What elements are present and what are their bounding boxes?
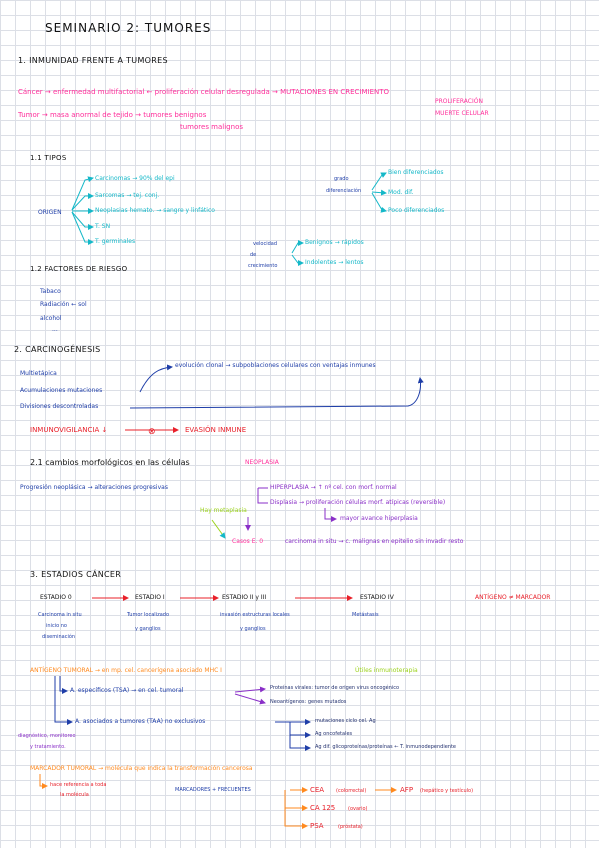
section-2-heading: 2. CARCINOGÉNESIS (14, 345, 101, 354)
carcinoma-insitu-line: carcinoma in situ → c. malignas en epite… (285, 538, 464, 545)
tipos-heading: 1.1 TIPOS (30, 154, 67, 162)
psa-marker: PSA (310, 822, 324, 830)
taa-line: A. asociados a tumores (TAA) no exclusiv… (75, 718, 206, 725)
cambios-heading: 2.1 cambios morfológicos en las células (30, 458, 190, 467)
page-title: SEMINARIO 2: TUMORES (45, 21, 212, 35)
diagnostico-text-1: diagnóstico, monitoreo (18, 733, 76, 739)
grado-label: grado (334, 176, 349, 182)
inmunovigilancia-text: INMUNOVIGILANCIA ↓ (30, 426, 108, 434)
marcador-tumoral-line: MARCADOR TUMORAL → molécula que indica l… (30, 765, 253, 772)
origen-item-3: Neoplasias hemato. → sangre y linfático (95, 207, 215, 214)
diferenciacion-label: diferenciación (326, 188, 362, 194)
origen-label: ORIGEN (38, 209, 62, 216)
estadio-1-desc-1: Tumor localizado (127, 612, 169, 618)
origen-item-1: Carcinomas → 90% del epi (95, 175, 175, 182)
origen-item-5: T. germinales (95, 238, 136, 245)
tsa-line: A. específicos (TSA) → en cel. tumoral (70, 687, 184, 694)
grado-item-1: Bien diferenciados (388, 169, 444, 176)
cea-note: (colorrectal) (336, 788, 367, 794)
muerte-celular-text: MUERTE CELULAR (435, 110, 489, 117)
casos-label: Casos E. 0 (232, 538, 264, 545)
utiles-inmunoterapia: Útiles inmunoterapia (355, 667, 418, 674)
factor-2: Radiación ← sol (40, 301, 87, 308)
velocidad-item-1: Benignos → rápidos (305, 239, 364, 246)
estadio-0-desc-2: inicio no (46, 623, 67, 629)
estadio-1: ESTADIO I (135, 594, 165, 601)
estadio-1-desc-2: y ganglios (135, 626, 161, 632)
evolucion-clonal-text: evolución clonal → subpoblaciones celula… (175, 362, 376, 369)
velocidad-label-1: velocidad (253, 241, 278, 247)
marcadores-frecuentes-label: MARCADORES + FRECUENTES (175, 787, 251, 793)
section-1-heading: 1. INMUNIDAD FRENTE A TUMORES (18, 56, 168, 65)
cea-marker: CEA (310, 786, 325, 794)
grado-item-2: Mod. dif. (388, 189, 414, 196)
diagnostico-text-2: y tratamiento. (30, 744, 66, 750)
carcino-item-3: Divisiones descontroladas (20, 403, 99, 410)
estadio-23-desc-1: invasión estructuras locales (220, 612, 290, 618)
tumor-line: Tumor → masa anormal de tejido → tumores… (18, 111, 207, 119)
displasia-line: Displasia → proliferación células morf. … (270, 499, 446, 506)
neoantigenos-text: Neoantígenos: genes mutados (270, 699, 347, 705)
cancer-line: Cáncer → enfermedad multifactorial ← pro… (18, 88, 390, 96)
referencia-text-1: hace referencia a toda (50, 782, 107, 788)
proliferacion-text: PROLIFERACIÓN (435, 98, 483, 105)
estadio-4-desc: Metástasis (352, 612, 379, 618)
afp-note: (hepático y testículo) (420, 788, 474, 794)
afp-marker: AFP (400, 786, 414, 794)
referencia-text-2: la molécula (60, 792, 89, 798)
velocidad-item-2: Indolentes → lentos (305, 259, 364, 266)
grado-item-3: Poco diferenciados (388, 207, 445, 214)
carcino-item-2: Acumulaciones mutaciones (20, 387, 103, 394)
factor-1: Tabaco (40, 288, 61, 295)
psa-note: (próstata) (338, 824, 363, 830)
origen-item-2: Sarcomas → tej. conj. (95, 192, 160, 199)
oncofetales-text: Ag oncofetales (315, 731, 353, 737)
estadio-0-desc-3: diseminación (42, 634, 76, 640)
antigeno-marcador: ANTÍGENO ≠ MARCADOR (475, 594, 551, 601)
diferenciacion-ag-text: Ag dif. glicoproteínas/proteínas ← T. in… (315, 744, 456, 750)
mayor-avance-text: mayor avance hiperplasia (340, 515, 418, 522)
estadio-23-desc-2: y ganglios (240, 626, 266, 632)
metaplasia-note: Hay metaplasia (200, 507, 247, 514)
factores-heading: 1.2 FACTORES DE RIESGO (30, 265, 128, 273)
section-3-heading: 3. ESTADIOS CÁNCER (30, 570, 122, 579)
progresion-line: Progresión neoplásica → alteraciones pro… (20, 484, 168, 491)
neoplasia-tag: NEOPLASIA (245, 459, 279, 466)
factor-4: ... (52, 326, 58, 333)
estadio-4: ESTADIO IV (360, 594, 394, 601)
mutaciones-text: mutaciones ciclo cel. Ag (315, 718, 376, 724)
velocidad-label-3: crecimiento (248, 263, 278, 269)
estadio-2-3: ESTADIO II y III (222, 594, 267, 601)
antigeno-tumoral-line: ANTÍGENO TUMORAL → en mp. cel. canceríge… (30, 667, 222, 674)
ca125-marker: CA 125 (310, 804, 336, 812)
velocidad-label-2: de (250, 252, 257, 258)
evasion-inmune-text: EVASIÓN INMUNE (185, 426, 247, 434)
blocked-icon: ⊗ (148, 427, 156, 437)
tumores-malignos-text: tumores malignos (180, 123, 243, 131)
proteinas-virales-text: Proteínas virales: tumor de origen virus… (270, 685, 400, 691)
estadio-0: ESTADIO 0 (40, 594, 72, 601)
origen-item-4: T. SN (95, 223, 111, 230)
ca125-note: (ovario) (348, 806, 368, 812)
factor-3: alcohol (40, 315, 62, 322)
carcino-item-1: Multietápica (20, 370, 57, 377)
estadio-0-desc-1: Carcinoma in situ (38, 612, 82, 618)
hiperplasia-line: HIPERPLASIA → ↑ nº cel. con morf. normal (270, 484, 397, 491)
